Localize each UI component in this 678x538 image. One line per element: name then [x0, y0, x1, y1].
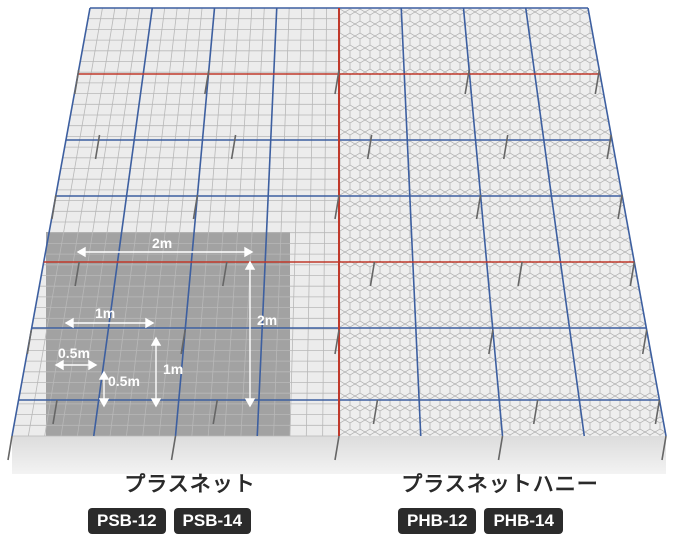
dim-top-2m: 2m	[152, 235, 172, 251]
code-badge: PSB-14	[173, 508, 252, 534]
slab-side	[12, 436, 666, 474]
support-post	[617, 194, 623, 220]
fine-grid-vertical	[142, 7, 190, 437]
fine-grid-vertical	[224, 7, 253, 437]
dim-1m: 1m	[95, 305, 115, 321]
support-post	[334, 69, 340, 95]
product-name-plusnet-honey: プラスネットハニー	[401, 472, 599, 496]
support-post	[230, 134, 237, 160]
plusnet-honey-codes: PHB-12 PHB-14	[398, 508, 563, 534]
support-post	[369, 261, 376, 287]
support-post	[51, 194, 57, 220]
main-grid-vertical	[256, 7, 278, 437]
fine-grid-vertical	[240, 7, 265, 437]
support-post	[204, 69, 210, 95]
support-post	[372, 399, 379, 425]
fine-grid-vertical	[289, 7, 303, 437]
main-grid-vertical	[587, 7, 667, 437]
support-post	[180, 329, 186, 355]
main-grid-vertical	[524, 7, 586, 437]
product-name-plusnet: プラスネット	[124, 472, 256, 496]
support-post	[52, 399, 58, 425]
fine-grid-vertical	[109, 7, 166, 437]
fine-grid-vertical	[126, 7, 178, 437]
dim-1m-vertical: 1m	[163, 361, 183, 377]
support-post	[26, 329, 33, 355]
support-post	[366, 134, 373, 160]
support-post	[641, 329, 648, 355]
support-post	[532, 399, 539, 425]
support-post	[606, 134, 612, 160]
main-grid-vertical	[92, 7, 154, 437]
code-badge: PHB-14	[484, 508, 563, 534]
support-post	[334, 435, 340, 461]
support-post	[594, 69, 601, 95]
support-posts	[7, 69, 667, 461]
support-post	[170, 435, 177, 461]
support-post	[74, 261, 80, 287]
support-post	[497, 435, 504, 461]
honeycomb-pattern	[338, 8, 666, 436]
dimension-annotations	[54, 246, 256, 408]
dim-0-5m-vertical: 0.5m	[108, 373, 140, 389]
main-grid-vertical	[462, 7, 504, 437]
support-post	[7, 435, 13, 461]
fine-grid-vertical	[207, 7, 240, 437]
support-post	[629, 261, 636, 287]
support-post	[334, 329, 340, 355]
support-post	[654, 399, 661, 425]
support-post	[212, 399, 219, 425]
plusnet-codes: PSB-12 PSB-14	[88, 508, 252, 534]
main-grid-vertical	[400, 7, 422, 437]
support-post	[222, 261, 228, 287]
fine-grid-vertical	[27, 7, 103, 437]
dim-0-5m-horizontal: 0.5m	[58, 345, 90, 361]
code-badge: PHB-12	[398, 508, 477, 534]
fine-grid-vertical	[322, 7, 327, 437]
support-post	[488, 329, 494, 355]
support-post	[475, 194, 482, 220]
code-badge: PSB-12	[88, 508, 166, 534]
support-post	[661, 435, 667, 461]
support-post	[502, 134, 509, 160]
support-post	[94, 134, 101, 160]
fine-grid-vertical	[158, 7, 203, 437]
support-post	[517, 261, 523, 287]
dim-right-2m: 2m	[257, 312, 277, 328]
fine-grid-vertical	[305, 7, 315, 437]
fine-grid-vertical	[273, 7, 290, 437]
fine-grid-vertical	[191, 7, 228, 437]
support-post	[192, 194, 199, 220]
support-post	[334, 194, 340, 220]
support-post	[464, 69, 470, 95]
support-post	[73, 69, 80, 95]
